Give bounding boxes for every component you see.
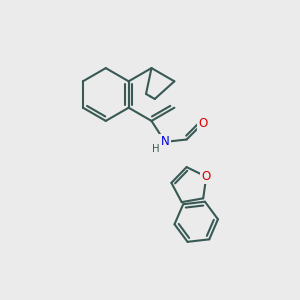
Text: O: O (199, 116, 208, 130)
Text: N: N (160, 135, 169, 148)
Text: H: H (152, 143, 159, 154)
Text: O: O (202, 170, 211, 183)
